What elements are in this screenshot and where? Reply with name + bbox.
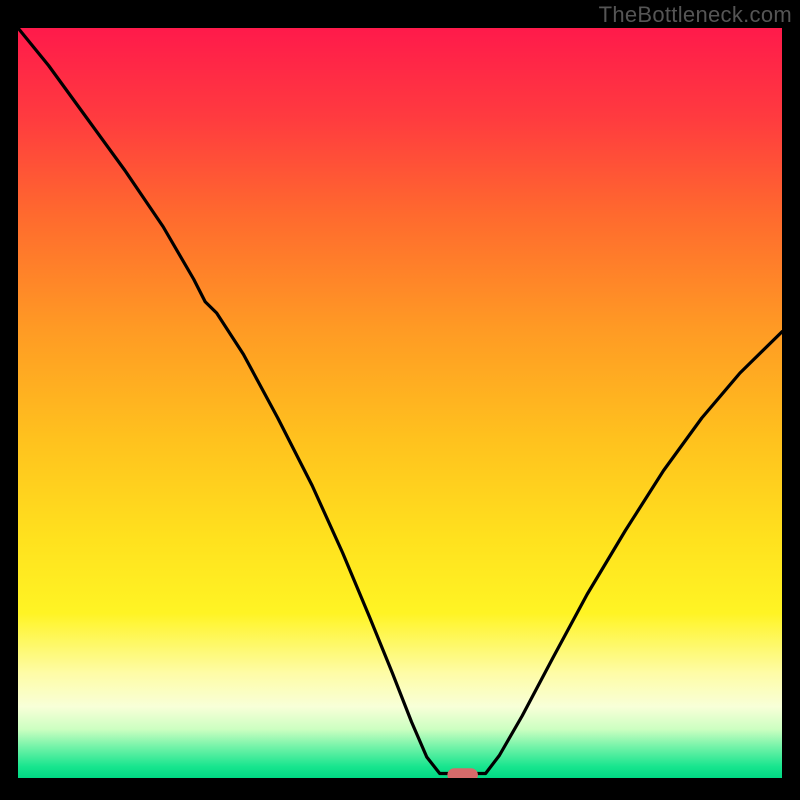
chart-frame: TheBottleneck.com [0,0,800,800]
watermark-text: TheBottleneck.com [599,2,792,28]
gradient-background [18,28,782,778]
optimal-marker [447,768,478,778]
plot-area [18,28,782,778]
bottleneck-chart [18,28,782,778]
